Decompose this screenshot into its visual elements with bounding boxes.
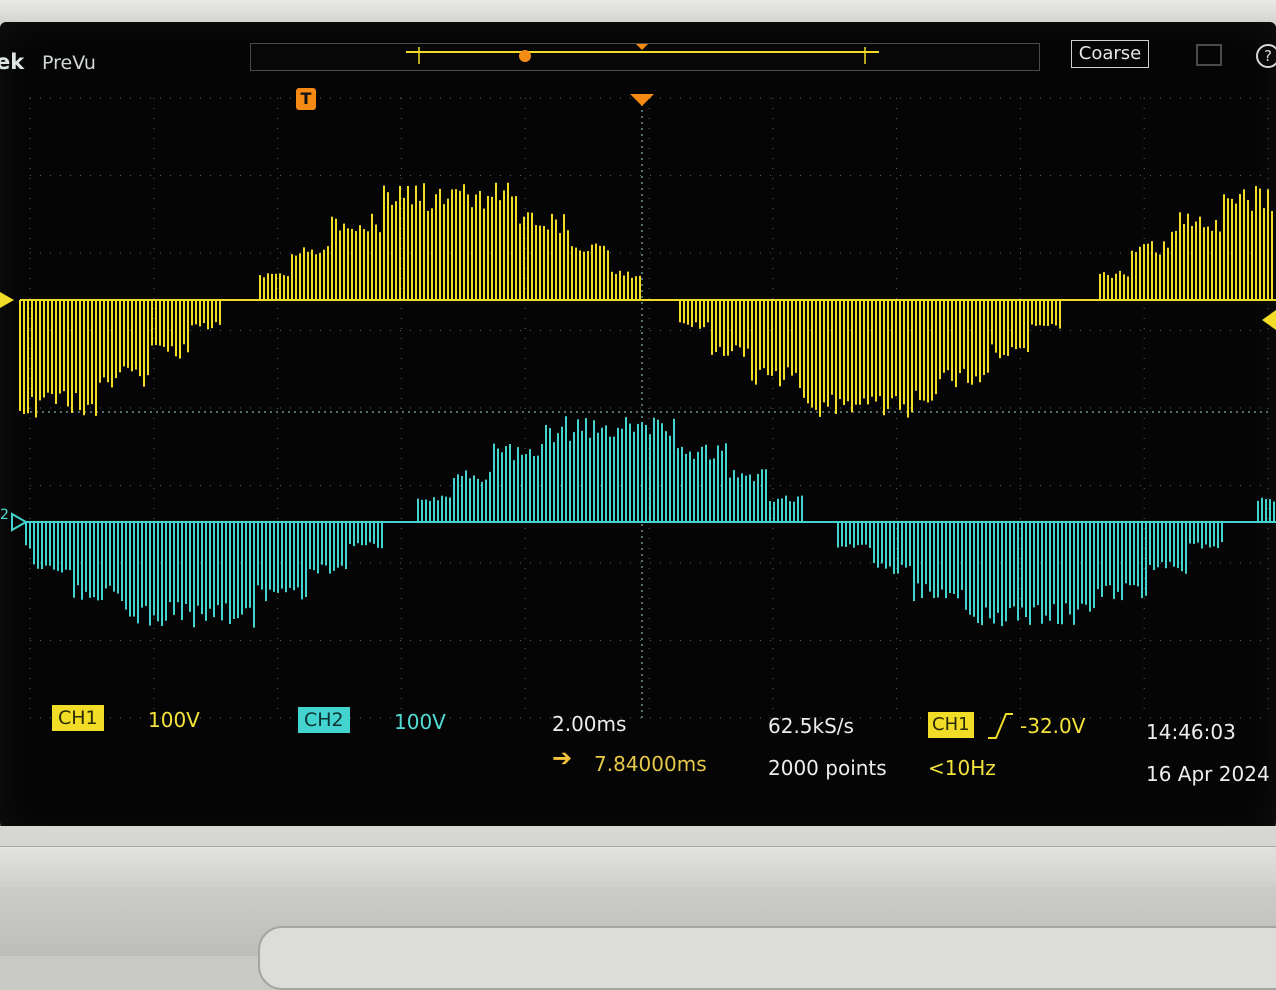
trigger-frequency: <10Hz xyxy=(928,756,996,780)
trigger-position-arrow xyxy=(630,94,654,106)
rising-edge-icon xyxy=(988,713,1013,739)
acquisition-mode-label: PreVu xyxy=(42,52,96,74)
trigger-level-marker xyxy=(1262,310,1276,330)
ch2-ground-marker xyxy=(11,512,29,532)
brand-logo: ek xyxy=(0,50,25,74)
trigger-position-marker: T xyxy=(296,88,316,110)
sample-rate: 62.5kS/s xyxy=(768,714,854,738)
record-view-bar[interactable] xyxy=(250,43,1040,71)
waveform-display xyxy=(0,94,1276,719)
coarse-button[interactable]: Coarse xyxy=(1071,40,1149,68)
trigger-source-badge[interactable]: CH1 xyxy=(928,712,974,738)
trigger-level: -32.0V xyxy=(1020,714,1086,738)
bezel-ledge xyxy=(0,846,1276,887)
ch1-ground-marker xyxy=(0,292,14,308)
record-view-indicator xyxy=(406,44,879,64)
record-length: 2000 points xyxy=(768,756,887,780)
ch1-trace xyxy=(19,182,1276,418)
horizontal-delay: 7.84000ms xyxy=(594,752,707,776)
delay-arrow-icon: ➔ xyxy=(552,744,573,772)
help-icon[interactable]: ? xyxy=(1256,44,1276,68)
trace-markers xyxy=(0,94,1276,532)
graticule-grid xyxy=(29,97,1269,719)
menu-icon[interactable] xyxy=(1196,44,1222,66)
clock-date: 16 Apr 2024 xyxy=(1146,762,1270,786)
ch2-badge[interactable]: CH2 xyxy=(298,707,350,733)
time-per-div: 2.00ms xyxy=(552,712,627,736)
ch1-scale: 100V xyxy=(148,708,200,732)
ch2-scale: 100V xyxy=(394,710,446,734)
clock-time: 14:46:03 xyxy=(1146,720,1236,744)
ch1-badge[interactable]: CH1 xyxy=(52,705,104,731)
ch2-trace xyxy=(25,416,1276,628)
ch2-ground-label: 2 xyxy=(0,507,9,523)
